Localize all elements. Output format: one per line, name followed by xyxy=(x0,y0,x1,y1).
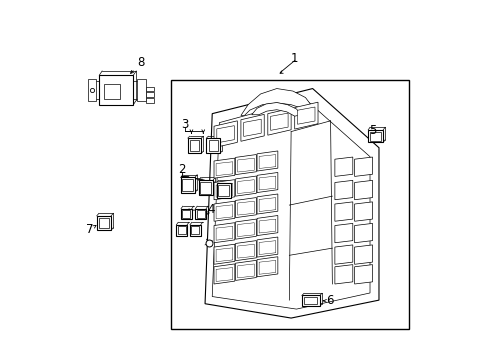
Polygon shape xyxy=(204,89,378,318)
Bar xyxy=(176,225,187,235)
Polygon shape xyxy=(214,158,234,178)
Polygon shape xyxy=(334,224,352,243)
Polygon shape xyxy=(235,240,256,261)
Polygon shape xyxy=(214,180,234,200)
Polygon shape xyxy=(251,103,301,116)
Polygon shape xyxy=(235,154,256,175)
Polygon shape xyxy=(237,244,254,258)
Polygon shape xyxy=(237,201,254,215)
Polygon shape xyxy=(237,223,254,237)
Polygon shape xyxy=(214,121,237,148)
Polygon shape xyxy=(237,264,254,278)
Polygon shape xyxy=(241,114,264,141)
Bar xyxy=(191,226,199,234)
Polygon shape xyxy=(354,224,372,243)
Polygon shape xyxy=(235,176,256,196)
Text: 7: 7 xyxy=(86,222,93,236)
Bar xyxy=(180,177,195,193)
Bar xyxy=(181,209,191,220)
Polygon shape xyxy=(216,162,232,176)
Polygon shape xyxy=(257,257,277,277)
Polygon shape xyxy=(259,260,275,274)
Text: 5: 5 xyxy=(368,124,375,137)
Bar xyxy=(104,84,120,99)
Polygon shape xyxy=(354,157,372,176)
Bar xyxy=(304,297,316,305)
Bar xyxy=(301,296,319,306)
Bar xyxy=(200,182,211,194)
Bar xyxy=(367,130,383,142)
Polygon shape xyxy=(354,202,372,221)
Polygon shape xyxy=(216,126,234,143)
Polygon shape xyxy=(243,119,261,136)
Polygon shape xyxy=(237,158,254,172)
Polygon shape xyxy=(354,180,372,200)
Polygon shape xyxy=(235,219,256,239)
Polygon shape xyxy=(257,194,277,214)
Polygon shape xyxy=(297,107,314,124)
Polygon shape xyxy=(216,248,232,262)
Polygon shape xyxy=(214,264,234,284)
Polygon shape xyxy=(257,216,277,235)
Bar xyxy=(97,216,111,230)
Text: 6: 6 xyxy=(325,294,333,307)
Polygon shape xyxy=(216,183,232,197)
Bar xyxy=(208,140,218,151)
Polygon shape xyxy=(241,89,310,116)
Text: 3: 3 xyxy=(181,118,188,131)
Bar xyxy=(190,225,201,235)
Bar xyxy=(369,132,380,141)
Text: 8: 8 xyxy=(137,56,144,69)
Polygon shape xyxy=(354,265,372,284)
Polygon shape xyxy=(259,154,275,168)
Polygon shape xyxy=(259,198,275,211)
Bar xyxy=(99,218,109,228)
Polygon shape xyxy=(294,102,317,129)
Bar xyxy=(198,180,212,195)
Bar xyxy=(196,210,204,218)
Polygon shape xyxy=(270,113,287,130)
Polygon shape xyxy=(334,245,352,264)
Text: 4: 4 xyxy=(207,203,215,216)
Polygon shape xyxy=(216,226,232,240)
Bar xyxy=(145,93,153,97)
Polygon shape xyxy=(334,180,352,200)
Polygon shape xyxy=(216,205,232,219)
Bar xyxy=(182,210,190,218)
Bar xyxy=(171,80,408,329)
Polygon shape xyxy=(214,201,234,221)
Bar xyxy=(99,75,133,105)
Text: 1: 1 xyxy=(290,51,298,64)
Bar xyxy=(195,209,206,220)
Polygon shape xyxy=(257,151,277,171)
Text: 2: 2 xyxy=(178,163,185,176)
Polygon shape xyxy=(216,267,232,282)
Polygon shape xyxy=(237,180,254,194)
Polygon shape xyxy=(267,108,290,135)
Polygon shape xyxy=(214,223,234,243)
Polygon shape xyxy=(334,265,352,284)
Polygon shape xyxy=(334,202,352,221)
Polygon shape xyxy=(214,244,234,264)
Bar xyxy=(137,79,145,101)
Polygon shape xyxy=(259,241,275,255)
Bar xyxy=(187,138,201,153)
Bar xyxy=(145,98,153,103)
Bar xyxy=(145,87,153,91)
Bar xyxy=(182,180,193,191)
Polygon shape xyxy=(259,219,275,233)
Bar xyxy=(178,226,185,234)
Polygon shape xyxy=(259,176,275,190)
Polygon shape xyxy=(235,198,256,218)
Polygon shape xyxy=(235,260,256,280)
Bar xyxy=(218,185,228,197)
Polygon shape xyxy=(334,157,352,176)
Bar xyxy=(216,183,230,198)
Polygon shape xyxy=(257,172,277,193)
Bar xyxy=(190,140,199,151)
Bar xyxy=(88,79,96,101)
Polygon shape xyxy=(257,237,277,257)
Bar xyxy=(206,138,220,153)
Polygon shape xyxy=(354,245,372,264)
